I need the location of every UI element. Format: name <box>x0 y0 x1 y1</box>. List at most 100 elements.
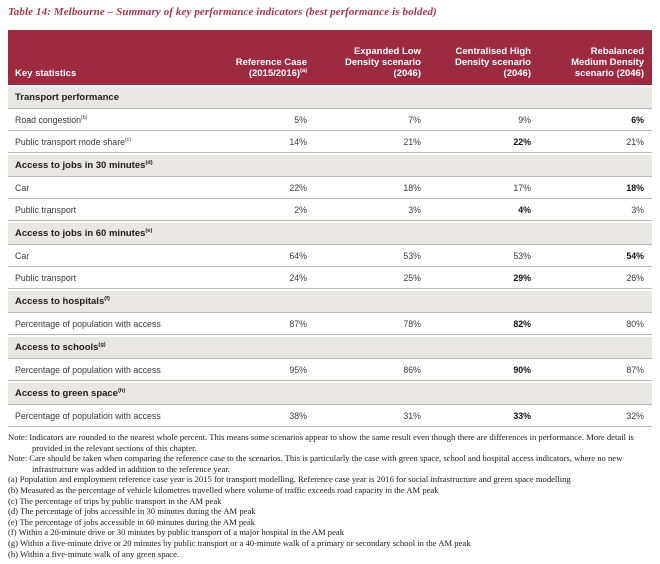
row-label: Percentage of population with access <box>15 318 161 329</box>
column-header: Reference Case (2015/2016)(a) <box>235 57 307 79</box>
section-heading: Access to hospitals(f) <box>15 295 110 307</box>
value-cell: 18% <box>626 182 644 193</box>
value-cell: 2% <box>294 204 307 215</box>
footnote-marker: (h) <box>8 548 19 559</box>
value-cell: 9% <box>518 114 531 125</box>
column-header: Centralised High Density scenario (2046) <box>454 46 531 79</box>
footnote-superscript: (f) <box>104 295 110 302</box>
footnote-marker: (b) <box>8 484 19 495</box>
note: Note: Care should be taken when comparin… <box>8 453 623 474</box>
table-row: Public transport mode share(c) 14% 21% 22% 2… <box>8 131 652 153</box>
value-cell: 87% <box>626 364 644 375</box>
section-header-row: Access to green space(h) <box>8 383 652 405</box>
section-header-row: Access to jobs in 60 minutes(e) <box>8 223 652 245</box>
row-label: Public transport mode share(c) <box>15 136 132 147</box>
value-cell: 26% <box>626 272 644 283</box>
value-cell: 5% <box>294 114 307 125</box>
row-label: Percentage of population with access <box>15 364 161 375</box>
value-cell: 87% <box>289 318 307 329</box>
footnote-marker: (e) <box>8 516 18 527</box>
section-heading: Transport performance <box>15 92 119 103</box>
table-row: Public transport 2% 3% 4% 3% <box>8 199 652 221</box>
value-cell: 7% <box>408 114 421 125</box>
row-label: Car <box>15 250 30 261</box>
footnote: (e) The percentage of jobs accessible in… <box>8 516 256 527</box>
value-cell: 4% <box>518 204 531 215</box>
value-cell: 17% <box>513 182 531 193</box>
value-cell: 86% <box>403 364 421 375</box>
value-cell: 22% <box>513 136 531 147</box>
footnote-superscript: (h) <box>117 387 126 394</box>
value-cell: 21% <box>626 136 644 147</box>
value-cell: 33% <box>513 410 531 421</box>
note-prefix: Note: <box>8 453 28 464</box>
value-cell: 31% <box>403 410 421 421</box>
footnote-marker: (c) <box>8 495 18 506</box>
value-cell: 53% <box>403 250 421 261</box>
section-header-row: Access to hospitals(f) <box>8 291 652 313</box>
value-cell: 14% <box>289 136 307 147</box>
footnote: (d) The percentage of jobs accessible in… <box>8 506 256 517</box>
section-header-row: Access to jobs in 30 minutes(d) <box>8 155 652 177</box>
footnote: (b) Measured as the percentage of vehicl… <box>8 484 439 495</box>
value-cell: 78% <box>403 318 421 329</box>
table-body: Transport performance Road congestion(b) 5… <box>8 87 652 427</box>
section-header-row: Access to schools(g) <box>8 337 652 359</box>
footnote: (f) Within a 20-minute drive or 30 minut… <box>8 527 345 538</box>
value-cell: 18% <box>403 182 421 193</box>
column-header: Rebalanced Medium Density scenario (2046) <box>571 46 644 79</box>
kpi-table: Key statistics Reference Case (2015/2016)(… <box>8 30 652 427</box>
footnote-marker: (g) <box>8 537 19 548</box>
value-cell: 38% <box>289 410 307 421</box>
table-row: Road congestion(b) 5% 7% 9% 6% <box>8 109 652 131</box>
value-cell: 53% <box>513 250 531 261</box>
section-heading: Access to jobs in 30 minutes(d) <box>15 159 153 171</box>
table-header-row: Key statistics Reference Case (2015/2016)(… <box>8 30 652 85</box>
column-header: Expanded Low Density scenario (2046) <box>344 46 421 79</box>
section-header-row: Transport performance <box>8 87 652 109</box>
table-title: Table 14: Melbourne – Summary of key per… <box>8 6 437 18</box>
row-label: Road congestion(b) <box>15 114 88 125</box>
value-cell: 80% <box>626 318 644 329</box>
footnote-superscript: (c) <box>125 136 132 143</box>
value-cell: 6% <box>631 114 644 125</box>
value-cell: 82% <box>513 318 531 329</box>
table-row: Public transport 24% 25% 29% 26% <box>8 267 652 289</box>
footnote: (a) Population and employment reference … <box>8 474 571 485</box>
notes: Note: Indicators are rounded to the near… <box>8 432 656 559</box>
footnote-superscript: (g) <box>98 341 106 348</box>
table-row: Percentage of population with access 95% 8… <box>8 359 652 381</box>
value-cell: 24% <box>289 272 307 283</box>
value-cell: 54% <box>626 250 644 261</box>
footnote: (g) Within a five-minute drive or 20 min… <box>8 537 471 548</box>
note-prefix: Note: <box>8 432 28 442</box>
value-cell: 25% <box>403 272 421 283</box>
row-label: Car <box>15 182 30 193</box>
footnote-marker: (a) <box>8 474 18 485</box>
footnote-superscript: (e) <box>145 227 153 234</box>
table-row: Percentage of population with access 38% 3… <box>8 405 652 427</box>
footnote-superscript: (a) <box>300 67 307 74</box>
value-cell: 3% <box>408 204 421 215</box>
value-cell: 22% <box>289 182 307 193</box>
footnote-marker: (d) <box>8 506 19 517</box>
footnote-marker: (f) <box>8 527 17 538</box>
value-cell: 90% <box>513 364 531 375</box>
section-heading: Access to schools(g) <box>15 341 106 353</box>
value-cell: 21% <box>403 136 421 147</box>
footnote: (h) Within a five-minute walk of any gre… <box>8 548 180 559</box>
value-cell: 29% <box>513 272 531 283</box>
key-statistics-header: Key statistics <box>15 68 77 79</box>
section-heading: Access to jobs in 60 minutes(e) <box>15 227 153 239</box>
value-cell: 95% <box>289 364 307 375</box>
note: Note: Indicators are rounded to the near… <box>8 432 634 453</box>
table-row: Car 22% 18% 17% 18% <box>8 177 652 199</box>
section-heading: Access to green space(h) <box>15 387 126 399</box>
value-cell: 32% <box>626 410 644 421</box>
value-cell: 64% <box>289 250 307 261</box>
value-cell: 3% <box>631 204 644 215</box>
row-label: Percentage of population with access <box>15 410 161 421</box>
row-label: Public transport <box>15 204 77 215</box>
footnote-superscript: (b) <box>81 114 88 121</box>
